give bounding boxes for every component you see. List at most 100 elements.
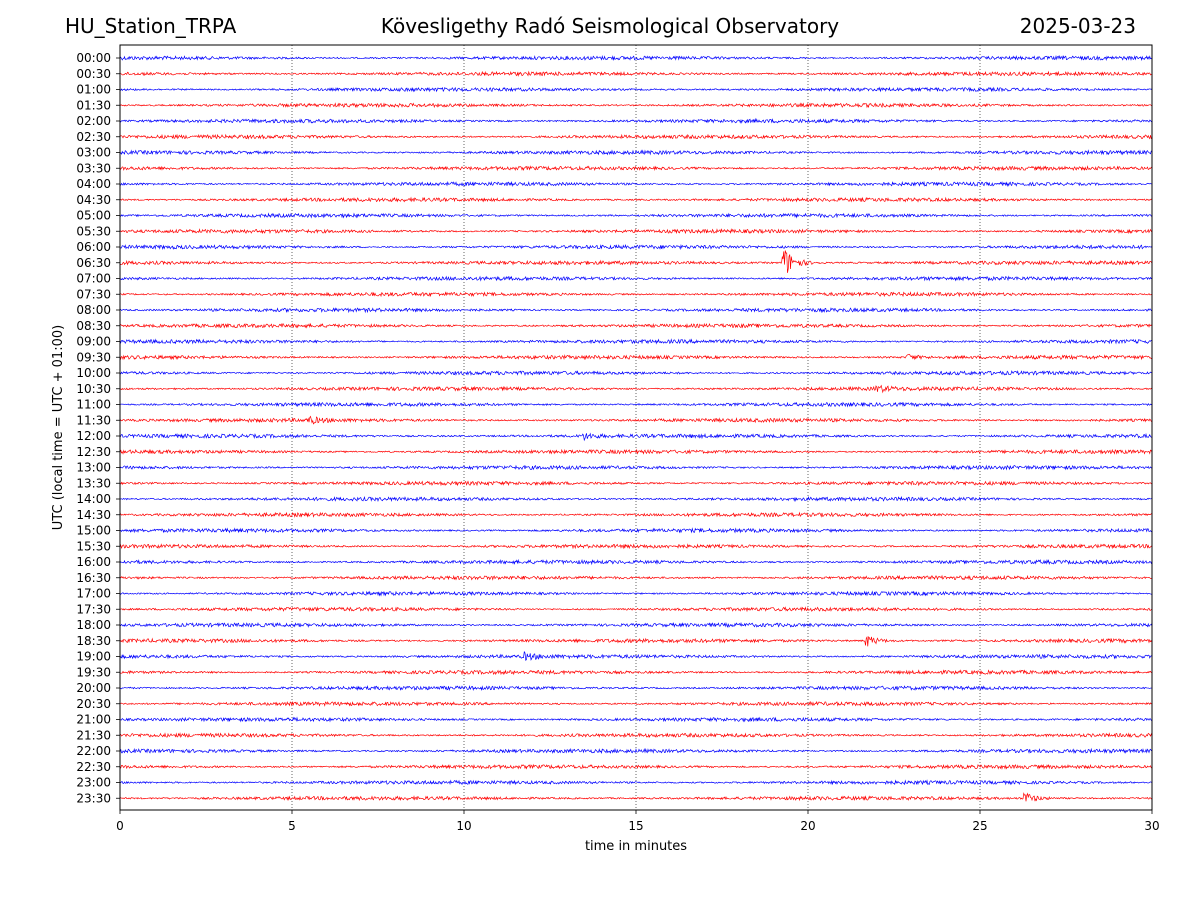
y-tick-label: 20:30 — [76, 697, 111, 711]
y-tick-label: 18:30 — [76, 634, 111, 648]
y-tick-label: 05:30 — [76, 224, 111, 238]
y-tick-label: 12:30 — [76, 445, 111, 459]
trace-0530 — [119, 228, 1153, 235]
y-tick-label: 04:00 — [76, 177, 111, 191]
y-tick-label: 00:30 — [76, 67, 111, 81]
y-tick-label: 02:30 — [76, 130, 111, 144]
y-tick-label: 23:30 — [76, 791, 111, 805]
y-tick-label: 15:00 — [76, 524, 111, 538]
y-tick-label: 08:00 — [76, 303, 111, 317]
trace-0100 — [119, 86, 1153, 93]
x-tick-label: 0 — [116, 819, 124, 833]
y-tick-label: 11:00 — [76, 398, 111, 412]
trace-1600 — [119, 558, 1153, 566]
x-tick-label: 10 — [456, 819, 471, 833]
y-tick-label: 00:00 — [76, 51, 111, 65]
trace-0800 — [119, 307, 1153, 314]
y-tick-label: 03:30 — [76, 161, 111, 175]
trace-0430 — [119, 196, 1153, 203]
y-tick-label: 17:00 — [76, 587, 111, 601]
trace-1930 — [119, 669, 1153, 676]
x-tick-label: 15 — [628, 819, 643, 833]
y-tick-label: 15:30 — [76, 539, 111, 553]
x-tick-label: 5 — [288, 819, 296, 833]
y-tick-label: 01:00 — [76, 83, 111, 97]
trace-1030 — [119, 384, 1153, 394]
trace-2000 — [119, 684, 1153, 691]
trace-1000 — [119, 370, 1153, 376]
trace-1500 — [119, 527, 1153, 534]
trace-0700 — [119, 275, 1153, 282]
trace-0830 — [119, 322, 1153, 329]
trace-1630 — [119, 574, 1153, 581]
y-tick-label: 01:30 — [76, 98, 111, 112]
date-label: 2025-03-23 — [1019, 14, 1136, 38]
y-tick-label: 09:00 — [76, 335, 111, 349]
y-tick-label: 03:00 — [76, 146, 111, 160]
trace-1400 — [119, 495, 1153, 502]
trace-1800 — [119, 621, 1153, 628]
trace-0730 — [119, 291, 1153, 298]
y-tick-label: 22:00 — [76, 744, 111, 758]
trace-0400 — [119, 180, 1153, 187]
trace-0200 — [119, 117, 1153, 124]
y-tick-label: 11:30 — [76, 413, 111, 427]
y-tick-label: 07:00 — [76, 272, 111, 286]
trace-1130 — [119, 415, 1153, 425]
y-tick-label: 16:00 — [76, 555, 111, 569]
y-axis-label: UTC (local time = UTC + 01:00) — [51, 325, 66, 530]
y-tick-label: 06:00 — [76, 240, 111, 254]
trace-0300 — [119, 149, 1153, 156]
y-tick-label: 08:30 — [76, 319, 111, 333]
trace-0030 — [119, 70, 1153, 77]
trace-2100 — [119, 716, 1153, 723]
y-tick-label: 10:00 — [76, 366, 111, 380]
trace-2200 — [119, 747, 1153, 754]
trace-0900 — [119, 338, 1153, 345]
trace-1700 — [119, 590, 1153, 597]
y-tick-label: 12:00 — [76, 429, 111, 443]
y-tick-label: 23:00 — [76, 776, 111, 790]
trace-1200 — [119, 432, 1153, 442]
observatory-title: Kövesligethy Radó Seismological Observat… — [380, 14, 840, 38]
trace-1730 — [119, 606, 1153, 613]
y-tick-label: 04:30 — [76, 193, 111, 207]
y-tick-label: 05:00 — [76, 209, 111, 223]
trace-1430 — [119, 511, 1153, 518]
trace-1100 — [119, 401, 1153, 408]
y-tick-label: 07:30 — [76, 287, 111, 301]
x-tick-label: 30 — [1144, 819, 1159, 833]
trace-0500 — [119, 212, 1153, 219]
y-tick-label: 13:00 — [76, 461, 111, 475]
y-tick-label: 06:30 — [76, 256, 111, 270]
y-tick-label: 13:30 — [76, 476, 111, 490]
y-tick-label: 19:00 — [76, 650, 111, 664]
trace-1530 — [119, 543, 1153, 550]
y-tick-label: 10:30 — [76, 382, 111, 396]
y-tick-label: 14:00 — [76, 492, 111, 506]
trace-1330 — [119, 480, 1153, 487]
y-tick-label: 21:00 — [76, 713, 111, 727]
trace-0930 — [119, 353, 1153, 361]
x-tick-label: 25 — [972, 819, 987, 833]
y-tick-label: 09:30 — [76, 350, 111, 364]
trace-0330 — [119, 165, 1153, 172]
y-tick-label: 22:30 — [76, 760, 111, 774]
y-tick-label: 16:30 — [76, 571, 111, 585]
trace-2330 — [119, 792, 1153, 802]
y-tick-label: 21:30 — [76, 728, 111, 742]
trace-0130 — [119, 102, 1153, 109]
y-tick-label: 18:00 — [76, 618, 111, 632]
trace-0630 — [119, 250, 1153, 273]
trace-0230 — [119, 133, 1153, 140]
y-tick-label: 19:30 — [76, 665, 111, 679]
trace-0600 — [119, 243, 1153, 251]
y-tick-label: 17:30 — [76, 602, 111, 616]
y-tick-label: 20:00 — [76, 681, 111, 695]
trace-2130 — [119, 732, 1153, 739]
trace-1830 — [119, 636, 1153, 647]
trace-1230 — [119, 448, 1153, 455]
plot-area — [120, 45, 1152, 810]
trace-2030 — [119, 700, 1153, 707]
